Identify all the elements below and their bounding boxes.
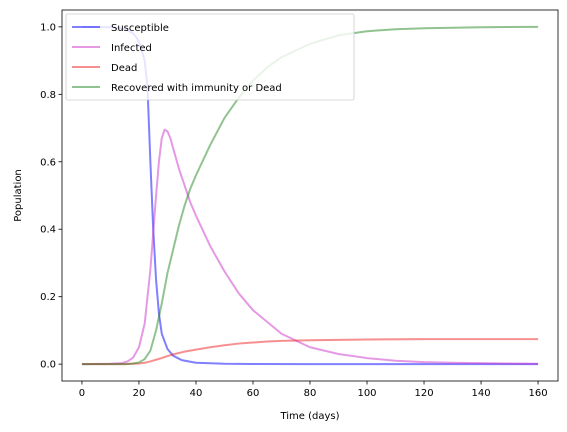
y-axis-label: Population: [13, 169, 24, 222]
x-tick-label: 80: [304, 388, 317, 399]
x-axis-label: Time (days): [279, 411, 339, 422]
y-tick-label: 0.6: [40, 157, 56, 168]
y-tick-label: 0.0: [40, 360, 56, 371]
series-line-2: [81, 338, 539, 366]
y-tick-label: 0.8: [40, 90, 56, 101]
x-tick-label: 120: [414, 388, 433, 399]
x-tick-label: 60: [247, 388, 260, 399]
x-tick-label: 40: [190, 388, 203, 399]
legend-box: [65, 13, 355, 101]
y-tick-label: 1.0: [40, 22, 56, 33]
legend-label-3: Recovered with immunity or Dead: [111, 83, 282, 94]
series-line-3: [81, 25, 539, 366]
legend: Susceptible Infected Dead Recovered with im…: [65, 13, 355, 101]
x-tick-label: 100: [357, 388, 376, 399]
x-tick-label: 140: [471, 388, 490, 399]
legend-label-0: Susceptible: [111, 23, 169, 34]
legend-label-1: Infected: [111, 43, 152, 54]
x-axis-ticks: 0 20 40 60 80 100 120 140 160: [79, 381, 548, 399]
x-tick-label: 20: [133, 388, 146, 399]
y-tick-label: 0.4: [40, 225, 56, 236]
y-tick-label: 0.2: [40, 292, 56, 303]
legend-label-2: Dead: [111, 63, 137, 74]
x-tick-label: 0: [79, 388, 85, 399]
series-line-1: [81, 128, 539, 366]
x-tick-label: 160: [528, 388, 547, 399]
y-axis-ticks: 0.0 0.2 0.4 0.6 0.8 1.0: [40, 22, 62, 371]
